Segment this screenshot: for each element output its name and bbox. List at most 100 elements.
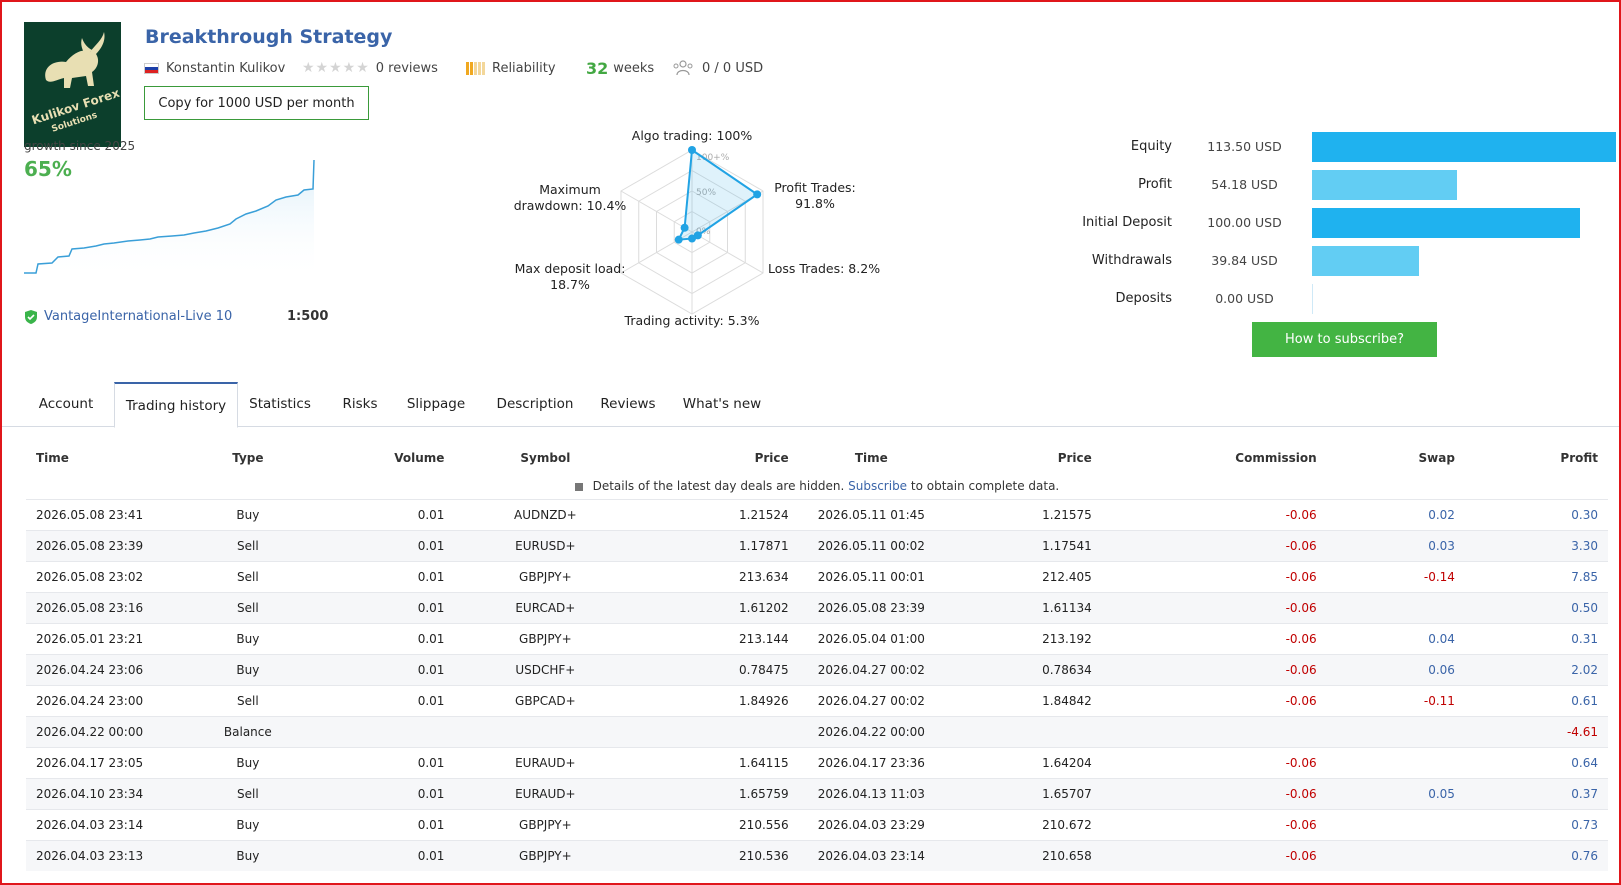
radar-label-algo-trading: Algo trading: 100%: [631, 128, 753, 143]
cell-volume: 0.01: [310, 499, 455, 531]
table-row[interactable]: 2026.04.24 23:06 Buy 0.01 USDCHF+ 0.78475 202…: [26, 654, 1608, 686]
cell-time: 2026.04.03 23:14: [798, 840, 945, 871]
column-header-profit[interactable]: Profit: [1560, 451, 1598, 465]
tab-trading-history[interactable]: Trading history: [114, 382, 238, 428]
column-header-price[interactable]: Price: [1057, 451, 1092, 465]
cell-profit: 0.30: [1464, 499, 1608, 531]
radar-label-profit-line2: 91.8%: [795, 196, 835, 211]
how-to-subscribe-button[interactable]: How to subscribe?: [1252, 322, 1437, 357]
cell-time: 2026.05.08 23:39: [26, 530, 186, 562]
tab-reviews[interactable]: Reviews: [600, 396, 656, 412]
radar-label-load-line1: Max deposit load:: [514, 261, 626, 276]
tab-statistics[interactable]: Statistics: [249, 396, 311, 412]
table-row[interactable]: 2026.05.01 23:21 Buy 0.01 GBPJPY+ 213.144 202…: [26, 623, 1608, 655]
cell-commission: -0.06: [1101, 499, 1327, 531]
growth-sparkline[interactable]: [24, 160, 324, 280]
cell-commission: -0.06: [1101, 654, 1327, 686]
cell-swap: -0.11: [1326, 685, 1465, 717]
cell-commission: -0.06: [1101, 685, 1327, 717]
cell-symbol: GBPJPY+: [454, 561, 637, 593]
column-header-price[interactable]: Price: [754, 451, 789, 465]
cell-swap: 0.02: [1326, 499, 1465, 531]
cell-type: Buy: [185, 654, 311, 686]
copy-subscription-button[interactable]: Copy for 1000 USD per month: [144, 86, 369, 120]
table-row[interactable]: 2026.04.03 23:14 Buy 0.01 GBPJPY+ 210.556 202…: [26, 809, 1608, 841]
cell-time: 2026.04.10 23:34: [26, 778, 186, 810]
metric-bar-initial-deposit[interactable]: [1312, 208, 1580, 238]
column-header-commission[interactable]: Commission: [1235, 451, 1317, 465]
table-row[interactable]: 2026.04.24 23:00 Sell 0.01 GBPCAD+ 1.84926 20…: [26, 685, 1608, 717]
cell-type: Buy: [185, 809, 311, 841]
column-header-swap[interactable]: Swap: [1418, 451, 1455, 465]
table-row[interactable]: 2026.04.17 23:05 Buy 0.01 EURAUD+ 1.64115 202…: [26, 747, 1608, 779]
metric-bar-withdrawals[interactable]: [1312, 246, 1419, 276]
cell-price: 0.78475: [636, 654, 799, 686]
cell-profit: -4.61: [1464, 716, 1608, 748]
rating-stars-icon: ★★★★★: [302, 60, 370, 76]
column-header-symbol[interactable]: Symbol: [520, 451, 571, 465]
table-row[interactable]: 2026.05.08 23:39 Sell 0.01 EURUSD+ 1.17871 20…: [26, 530, 1608, 562]
table-row[interactable]: 2026.05.08 23:16 Sell 0.01 EURCAD+ 1.61202 20…: [26, 592, 1608, 624]
table-row[interactable]: 2026.04.03 23:13 Buy 0.01 GBPJPY+ 210.536 202…: [26, 840, 1608, 871]
cell-swap: -0.14: [1326, 561, 1465, 593]
metric-bar-equity[interactable]: [1312, 132, 1616, 162]
tab-description[interactable]: Description: [496, 396, 574, 412]
column-header-time[interactable]: Time: [854, 451, 888, 465]
column-header-volume[interactable]: Volume: [394, 451, 445, 465]
cell-time: 2026.04.27 00:02: [798, 654, 945, 686]
metric-bar-profit[interactable]: [1312, 170, 1457, 200]
cell-volume: 0.01: [310, 623, 455, 655]
table-row[interactable]: 2026.05.08 23:41 Buy 0.01 AUDNZD+ 1.21524 202…: [26, 499, 1608, 531]
reviews-count: 0 reviews: [375, 60, 438, 76]
tab-risks[interactable]: Risks: [342, 396, 378, 412]
cell-commission: [1101, 716, 1327, 748]
table-row[interactable]: 2026.04.10 23:34 Sell 0.01 EURAUD+ 1.65759 20…: [26, 778, 1608, 810]
cell-price: 1.84842: [944, 685, 1102, 717]
cell-commission: -0.06: [1101, 592, 1327, 624]
growth-label: growth since 2025: [24, 139, 136, 153]
cell-price: 213.192: [944, 623, 1102, 655]
broker-server[interactable]: VantageInternational-Live 10: [24, 309, 232, 324]
radar-point[interactable]: [688, 234, 696, 243]
radar-point[interactable]: [688, 146, 696, 154]
cell-volume: 0.01: [310, 561, 455, 593]
tab-what-s-new[interactable]: What's new: [682, 396, 762, 412]
cell-commission: -0.06: [1101, 809, 1327, 841]
cell-time: 2026.04.22 00:00: [26, 716, 186, 748]
radar-point[interactable]: [680, 223, 689, 232]
radar-label-max-drawdown: Maximum drawdown: 10.4%: [505, 182, 635, 214]
tab-slippage[interactable]: Slippage: [406, 396, 466, 412]
cell-price: 1.17541: [944, 530, 1102, 562]
leverage-value: 1:500: [287, 309, 329, 324]
cell-time: 2026.04.13 11:03: [798, 778, 945, 810]
users-icon: [673, 60, 693, 76]
cell-volume: 0.01: [310, 840, 455, 871]
cell-symbol: GBPJPY+: [454, 809, 637, 841]
cell-commission: -0.06: [1101, 561, 1327, 593]
strategy-logo[interactable]: Kulikov Forex Solutions: [24, 22, 121, 147]
cell-time: 2026.05.08 23:02: [26, 561, 186, 593]
tab-account[interactable]: Account: [38, 396, 94, 412]
metric-label-deposits: Deposits: [1115, 291, 1172, 306]
radar-point[interactable]: [693, 231, 702, 240]
subscribe-link[interactable]: Subscribe: [848, 479, 908, 493]
table-row[interactable]: 2026.05.08 23:02 Sell 0.01 GBPJPY+ 213.634 20…: [26, 561, 1608, 593]
author-info[interactable]: Konstantin Kulikov: [144, 59, 285, 77]
cell-time: 2026.05.11 00:01: [798, 561, 945, 593]
reviews-info[interactable]: ★★★★★ 0 reviews: [302, 59, 438, 77]
column-header-type[interactable]: Type: [232, 451, 264, 465]
reliability-info[interactable]: Reliability: [466, 59, 556, 77]
metric-value-withdrawals: 39.84 USD: [1211, 253, 1278, 268]
radar-axis-line: [691, 231, 764, 274]
metric-label-equity: Equity: [1130, 139, 1172, 154]
strategy-title[interactable]: Breakthrough Strategy: [145, 26, 393, 48]
cell-volume: 0.01: [310, 530, 455, 562]
metric-bar-deposits[interactable]: [1312, 284, 1313, 314]
radar-chart[interactable]: 100+%50%0%: [602, 132, 782, 332]
table-row[interactable]: 2026.04.22 00:00 Balance 2026.04.22 00:00-…: [26, 716, 1608, 748]
cell-price: 213.144: [636, 623, 799, 655]
radar-point[interactable]: [674, 235, 683, 244]
cell-commission: -0.06: [1101, 840, 1327, 871]
radar-point[interactable]: [753, 190, 762, 199]
column-header-time[interactable]: Time: [36, 451, 69, 465]
